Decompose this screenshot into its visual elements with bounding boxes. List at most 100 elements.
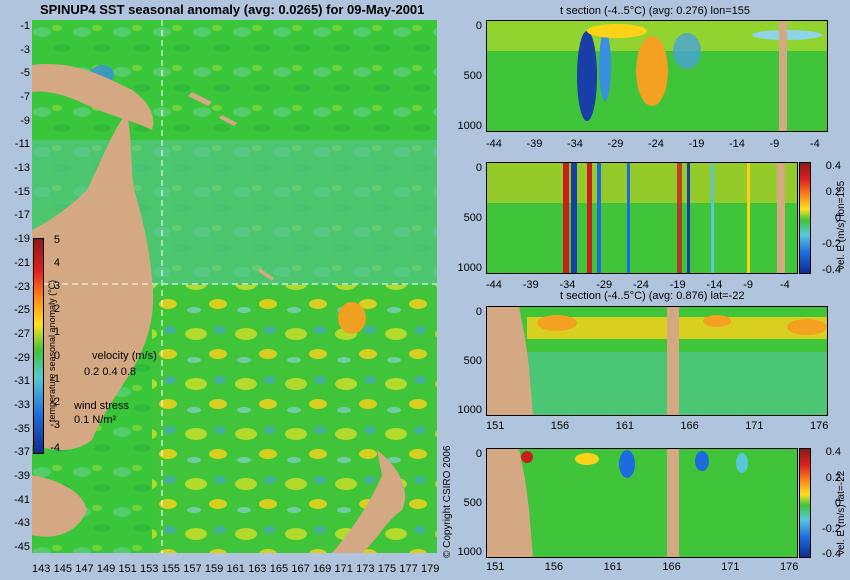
map-y-tick: -7 bbox=[20, 91, 30, 104]
map-y-tick: -29 bbox=[14, 351, 30, 364]
map-x-tick: 163 bbox=[248, 563, 267, 575]
panel3-x-tick: 151 bbox=[486, 420, 505, 432]
panel2-colorbar-ticks: 0.4 0.2 0 -0.2 -0.4 bbox=[811, 160, 841, 276]
panel2-x-tick: -34 bbox=[559, 279, 576, 291]
colorbar-tick: 1 bbox=[53, 326, 60, 339]
map-y-tick: -31 bbox=[14, 375, 30, 388]
panel4-colorbar-ticks: 0.4 0.2 0 -0.2 -0.4 bbox=[811, 446, 841, 560]
panel4-y-tick: 1000 bbox=[457, 546, 482, 558]
panel4-colorbar-tick: 0 bbox=[834, 497, 841, 509]
panel3-y-tick: 1000 bbox=[457, 404, 482, 416]
map-y-tick: -17 bbox=[14, 209, 30, 222]
panel3-x-axis: 151 156 161 166 171 176 bbox=[486, 420, 829, 434]
map-x-tick: 171 bbox=[334, 563, 353, 575]
panel2-plot bbox=[486, 162, 798, 274]
map-y-tick: -11 bbox=[14, 138, 30, 151]
panel1-y-tick: 0 bbox=[475, 20, 482, 32]
map-y-tick: -23 bbox=[14, 280, 30, 293]
panel3-plot bbox=[486, 306, 828, 416]
map-y-tick: -3 bbox=[20, 43, 30, 56]
panel2-x-tick: -9 bbox=[743, 279, 754, 291]
map-x-tick: 169 bbox=[312, 563, 332, 575]
colorbar-tick: 4 bbox=[53, 257, 60, 270]
panel2-x-tick: -44 bbox=[486, 279, 502, 291]
map-x-tick: 143 bbox=[32, 563, 51, 575]
panel4-colorbar-tick: 0.4 bbox=[825, 446, 841, 458]
panel1-x-tick: -34 bbox=[567, 138, 583, 150]
map-y-tick: -33 bbox=[14, 398, 30, 411]
panel2-colorbar-label: vel. E (m/s) lon=155 bbox=[836, 180, 847, 270]
panel1-x-tick: -44 bbox=[486, 138, 502, 150]
wind-stress-scale: 0.1 N/m² bbox=[74, 414, 117, 426]
panel4-x-tick: 151 bbox=[486, 561, 505, 573]
panel4-y-tick: 500 bbox=[463, 497, 482, 509]
panel1-x-tick: -29 bbox=[607, 138, 624, 150]
panel3-y-tick: 500 bbox=[463, 355, 482, 367]
wind-stress-label: wind stress bbox=[74, 400, 130, 412]
panel2-colorbar-tick: -0.2 bbox=[822, 238, 841, 250]
panel4-x-tick: 171 bbox=[721, 561, 740, 573]
map-y-tick: -5 bbox=[20, 67, 30, 80]
panel1-plot bbox=[486, 20, 828, 132]
panel2-x-tick: -19 bbox=[669, 279, 686, 291]
map-x-tick: 145 bbox=[53, 563, 72, 575]
map-x-tick: 179 bbox=[421, 563, 440, 575]
panel1-y-axis: 0 500 1000 bbox=[450, 20, 482, 132]
map-x-tick: 149 bbox=[96, 563, 116, 575]
map-y-tick: -15 bbox=[14, 185, 30, 198]
map-x-tick: 161 bbox=[226, 563, 245, 575]
map-title: SPINUP4 SST seasonal anomaly (avg: 0.026… bbox=[40, 2, 425, 17]
panel2-colorbar-tick: -0.4 bbox=[822, 264, 841, 276]
panel1-x-tick: -4 bbox=[810, 138, 820, 150]
map-x-tick: 175 bbox=[377, 563, 397, 575]
colorbar-label: temperature seasonal anomaly (°C) bbox=[47, 279, 57, 422]
panel1-y-tick: 500 bbox=[463, 70, 482, 82]
map-x-tick: 159 bbox=[204, 563, 224, 575]
panel3-x-tick: 176 bbox=[810, 420, 829, 432]
panel2-x-tick: -39 bbox=[522, 279, 539, 291]
panel2-y-tick: 0 bbox=[475, 162, 482, 174]
map-x-tick: 177 bbox=[399, 563, 418, 575]
colorbar bbox=[33, 238, 44, 454]
panel1-title: t section (-4..5°C) (avg: 0.276) lon=155 bbox=[560, 5, 750, 17]
panel3-y-axis: 0 500 1000 bbox=[450, 306, 482, 416]
panel1-x-tick: -39 bbox=[526, 138, 543, 150]
colorbar-tick: 2 bbox=[53, 303, 60, 316]
map-x-tick: 155 bbox=[161, 563, 181, 575]
panel4-colorbar-tick: -0.4 bbox=[822, 548, 841, 560]
panel4-x-tick: 166 bbox=[662, 561, 681, 573]
panel1-x-tick: -14 bbox=[729, 138, 745, 150]
colorbar-tick: -3 bbox=[50, 418, 60, 431]
map-y-tick: -19 bbox=[14, 233, 30, 246]
panel4-x-tick: 161 bbox=[603, 561, 622, 573]
panel2-x-tick: -14 bbox=[706, 279, 723, 291]
map-x-tick: 147 bbox=[75, 563, 94, 575]
colorbar-tick: 0 bbox=[53, 349, 60, 362]
colorbar-tick: -1 bbox=[50, 372, 60, 385]
map-y-tick: -25 bbox=[14, 304, 30, 317]
panel4-x-tick: 156 bbox=[544, 561, 564, 573]
panel1-x-tick: -24 bbox=[648, 138, 664, 150]
panel3-x-tick: 156 bbox=[550, 420, 570, 432]
panel2-colorbar-tick: 0.4 bbox=[825, 160, 841, 172]
panel2-y-tick: 1000 bbox=[457, 262, 482, 274]
map-y-tick: -35 bbox=[14, 422, 30, 435]
colorbar-tick: -2 bbox=[50, 395, 60, 408]
map-y-tick: -9 bbox=[20, 114, 30, 127]
panel4-y-axis: 0 500 1000 bbox=[450, 448, 482, 558]
panel4-y-tick: 0 bbox=[475, 448, 482, 460]
sst-anomaly-map bbox=[32, 20, 437, 553]
panel3-y-tick: 0 bbox=[475, 306, 482, 318]
map-y-tick: -37 bbox=[14, 446, 30, 459]
velocity-scale: 0.2 0.4 0.8 bbox=[84, 366, 136, 378]
map-x-tick: 165 bbox=[269, 563, 289, 575]
colorbar-tick: -4 bbox=[50, 442, 60, 454]
map-y-tick: -45 bbox=[14, 541, 30, 553]
panel2-x-axis: -44 -39 -34 -29 -24 -19 -14 -9 -4 bbox=[486, 279, 796, 293]
map-y-tick: -27 bbox=[14, 327, 30, 340]
panel4-colorbar-tick: 0.2 bbox=[825, 471, 841, 484]
panel2-x-tick: -4 bbox=[780, 279, 790, 291]
panel4-colorbar-label: vel. E (m/s) lat=-22 bbox=[836, 470, 847, 555]
map-x-tick: 151 bbox=[118, 563, 137, 575]
panel3-title: t section (-4..5°C) (avg: 0.876) lat=-22 bbox=[560, 290, 745, 302]
